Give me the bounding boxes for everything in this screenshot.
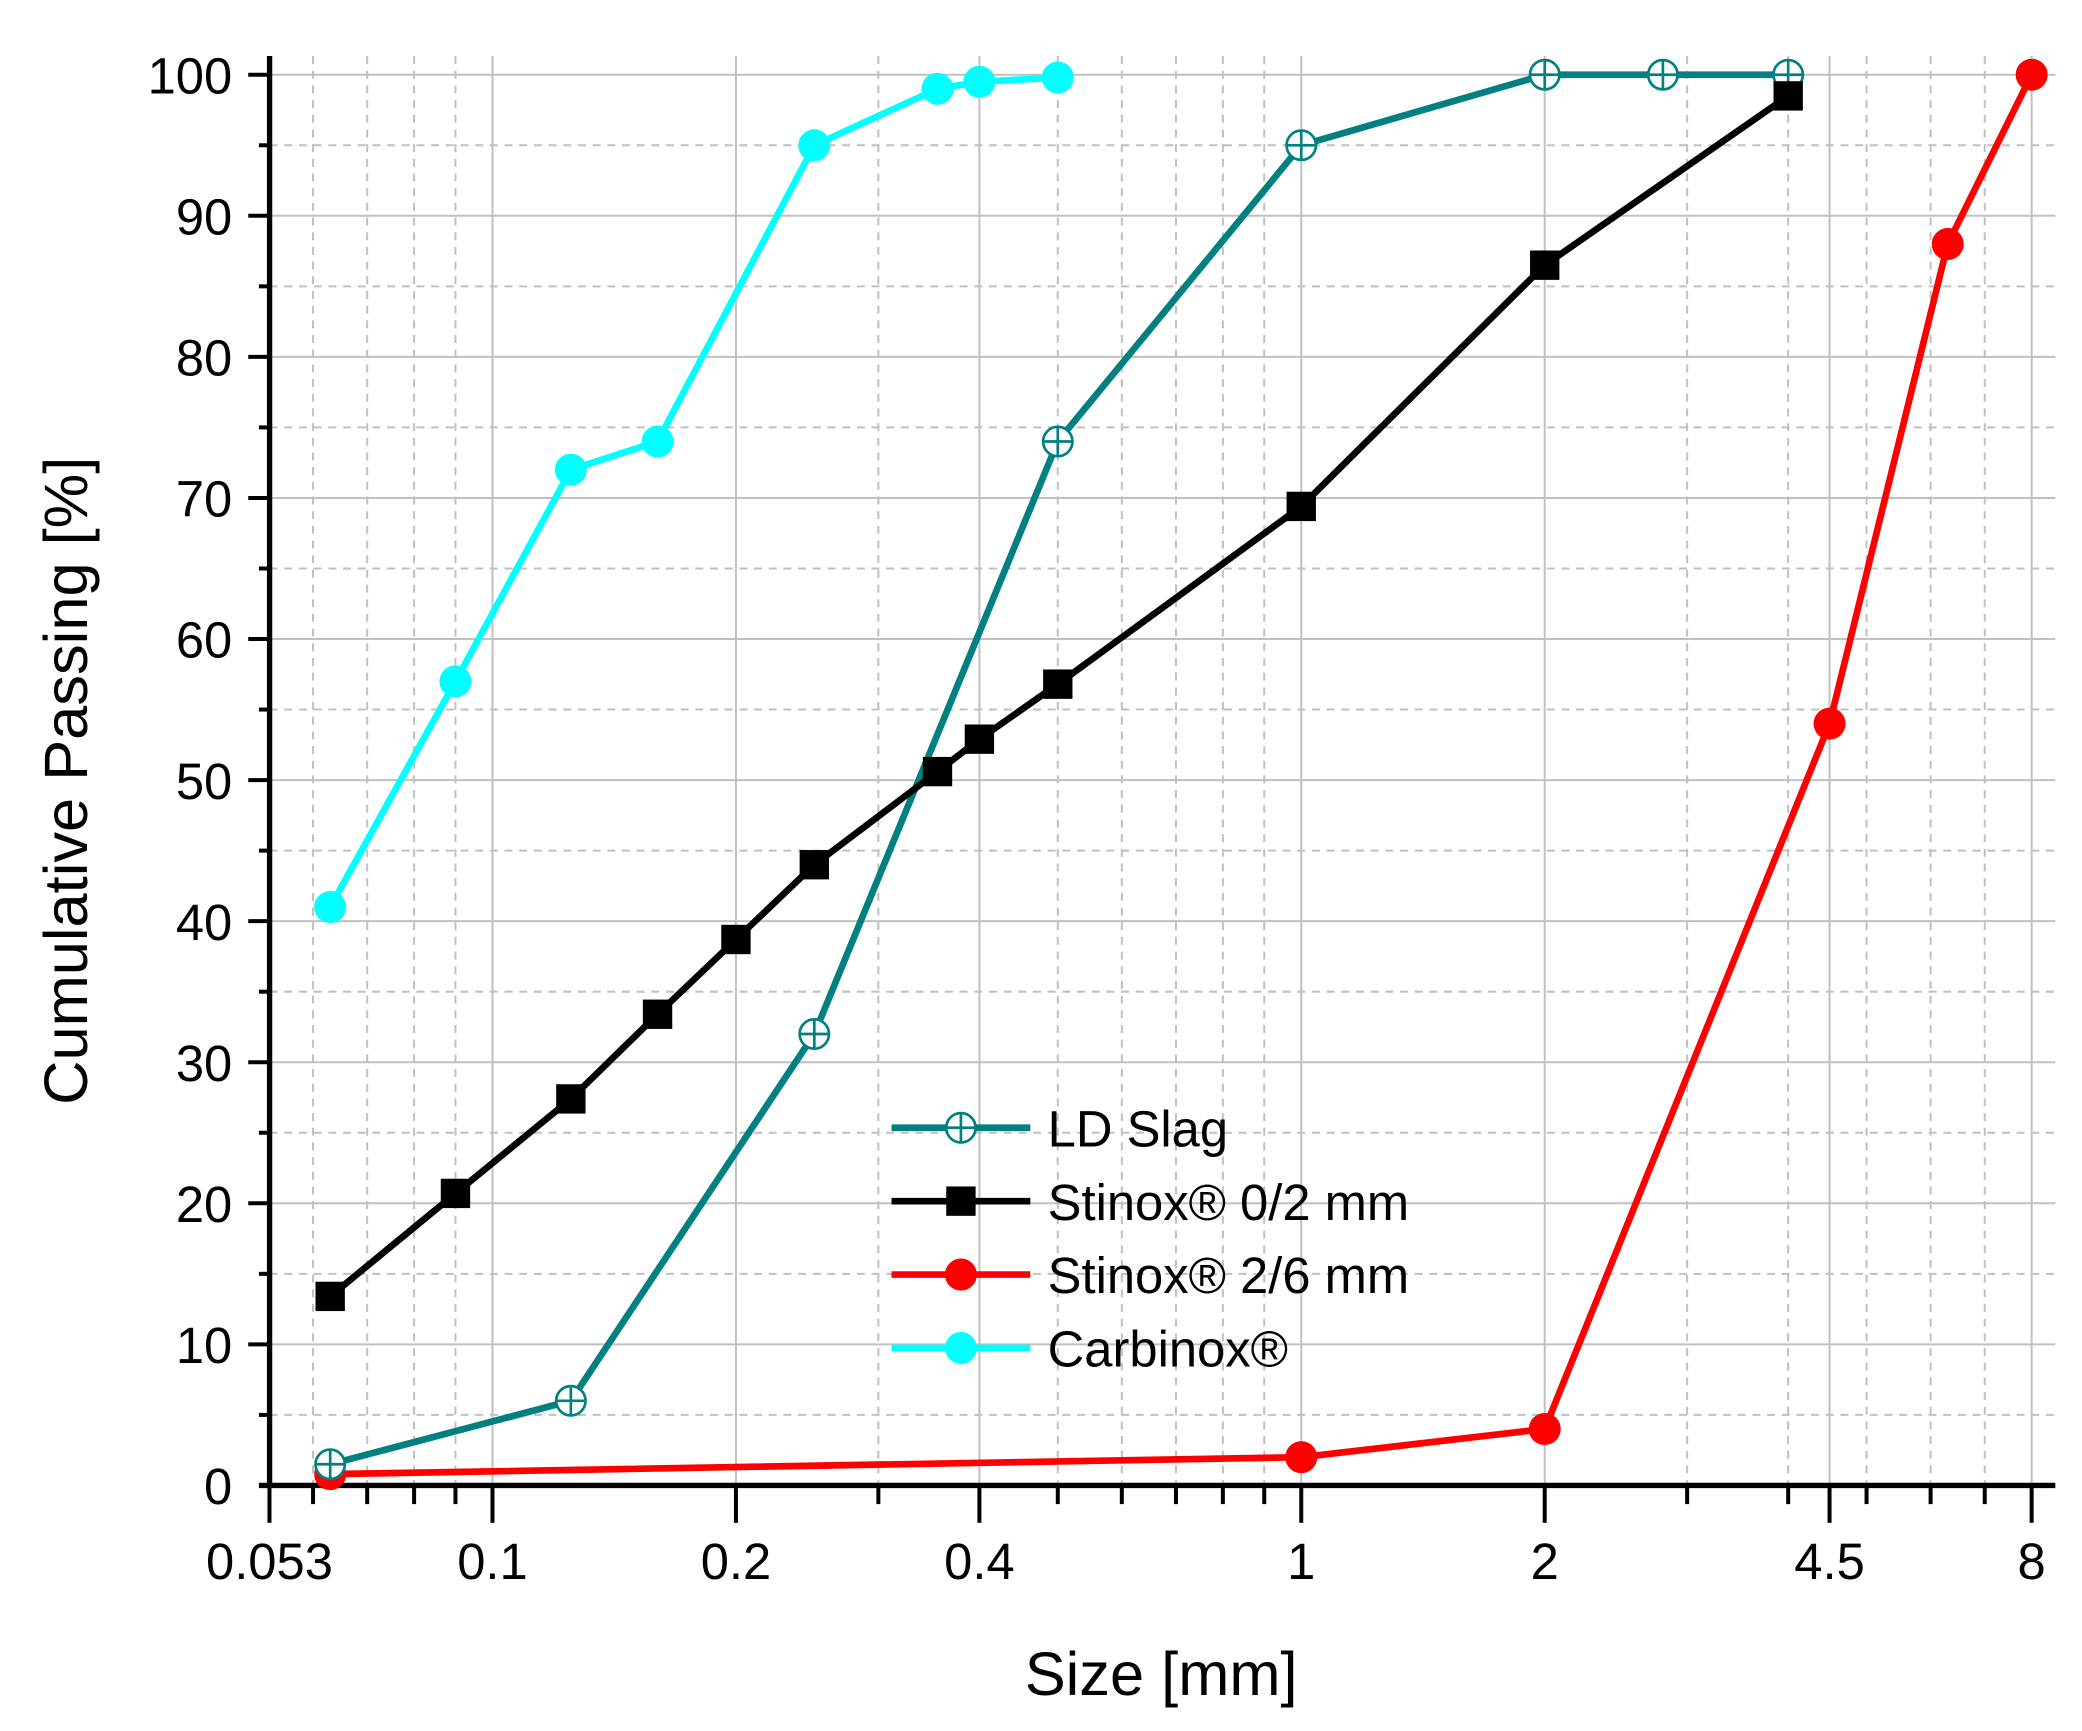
data-point-circle xyxy=(1528,1412,1561,1446)
axes xyxy=(248,56,2056,1523)
legend: LD Slag Stinox® 0/2 mm Stinox® 2/6 mm Carbi… xyxy=(891,1100,1409,1378)
y-tick-label: 90 xyxy=(176,188,232,245)
data-point-circle-plus xyxy=(1285,129,1318,162)
data-point-circle-plus xyxy=(944,1111,977,1144)
series-line xyxy=(328,93,1791,1299)
data-point-circle xyxy=(963,65,996,98)
data-point-circle-plus xyxy=(554,1384,587,1417)
series-stinox-0-2-mm xyxy=(315,81,1803,1312)
series-group xyxy=(314,58,2048,1491)
series-line xyxy=(330,73,2035,1478)
x-tick-label: 4.5 xyxy=(1794,1533,1864,1590)
data-point-circle xyxy=(944,1331,977,1364)
x-axis-title: Size [mm] xyxy=(1025,1640,1298,1709)
series-ld-slag xyxy=(314,58,1805,1481)
y-tick-label: 0 xyxy=(204,1458,232,1515)
data-point-circle xyxy=(439,665,472,698)
data-point-circle xyxy=(1285,1441,1318,1474)
legend-item: Carbinox® xyxy=(891,1321,1288,1378)
data-point-square xyxy=(315,1281,345,1312)
data-point-circle xyxy=(1041,61,1074,94)
legend-label: Stinox® 0/2 mm xyxy=(1048,1174,1409,1231)
y-tick-label: 70 xyxy=(176,471,232,528)
data-point-square xyxy=(1043,669,1073,699)
grid xyxy=(269,56,2056,1486)
x-tick-labels: 0.053 0.1 0.2 0.4 1 2 4.5 8 xyxy=(206,1533,2046,1590)
legend-label: LD Slag xyxy=(1048,1100,1228,1157)
y-tick-label: 40 xyxy=(176,894,232,951)
data-point-square xyxy=(1286,491,1316,522)
data-point-circle-plus xyxy=(798,1017,831,1051)
y-tick-labels: 0 10 20 30 40 50 60 70 80 90 100 xyxy=(148,47,233,1515)
x-tick-label: 1 xyxy=(1287,1533,1315,1590)
data-point-square xyxy=(721,924,751,955)
y-tick-label: 80 xyxy=(176,330,232,387)
data-point-circle-plus xyxy=(1646,58,1679,91)
y-tick-label: 10 xyxy=(176,1317,232,1374)
y-tick-label: 100 xyxy=(148,47,233,104)
x-tick-label: 0.2 xyxy=(701,1533,771,1590)
x-tick-label: 0.4 xyxy=(944,1533,1014,1590)
data-point-square xyxy=(642,999,673,1029)
data-point-square xyxy=(440,1178,471,1209)
data-point-circle xyxy=(1931,228,1964,261)
x-tick-label: 8 xyxy=(2018,1533,2046,1590)
y-tick-label: 60 xyxy=(176,612,232,669)
legend-item: Stinox® 0/2 mm xyxy=(891,1174,1409,1231)
legend-item: Stinox® 2/6 mm xyxy=(891,1247,1409,1304)
data-point-circle xyxy=(798,129,831,162)
data-point-square xyxy=(556,1084,586,1114)
series-carbinox- xyxy=(314,61,1074,924)
data-point-square xyxy=(1773,81,1803,111)
data-point-circle xyxy=(641,425,674,458)
x-tick-label: 0.1 xyxy=(457,1533,527,1590)
data-point-square xyxy=(922,756,953,787)
y-axis-title: Cumulative Passing [%] xyxy=(32,457,101,1105)
y-tick-label: 30 xyxy=(176,1035,232,1092)
legend-item: LD Slag xyxy=(891,1100,1228,1157)
y-tick-label: 20 xyxy=(176,1176,232,1233)
data-point-square xyxy=(946,1186,976,1216)
series-stinox-2-6-mm xyxy=(314,58,2048,1491)
data-point-square xyxy=(964,724,995,754)
data-point-circle xyxy=(921,72,954,105)
series-line xyxy=(329,71,1789,1468)
legend-label: Carbinox® xyxy=(1048,1321,1288,1378)
data-point-circle-plus xyxy=(314,1448,347,1481)
data-point-circle xyxy=(944,1258,977,1291)
legend-label: Stinox® 2/6 mm xyxy=(1048,1247,1409,1304)
x-tick-label: 0.053 xyxy=(206,1533,333,1590)
data-point-circle-plus xyxy=(1041,425,1074,458)
data-point-circle xyxy=(314,891,347,924)
data-point-square xyxy=(1530,250,1560,280)
data-point-circle-plus xyxy=(1528,58,1561,91)
data-point-circle xyxy=(1813,707,1846,740)
data-point-circle xyxy=(554,453,587,486)
x-tick-label: 2 xyxy=(1531,1533,1559,1590)
y-tick-label: 50 xyxy=(176,753,232,810)
data-point-circle xyxy=(2015,58,2048,91)
data-point-square xyxy=(799,850,829,880)
